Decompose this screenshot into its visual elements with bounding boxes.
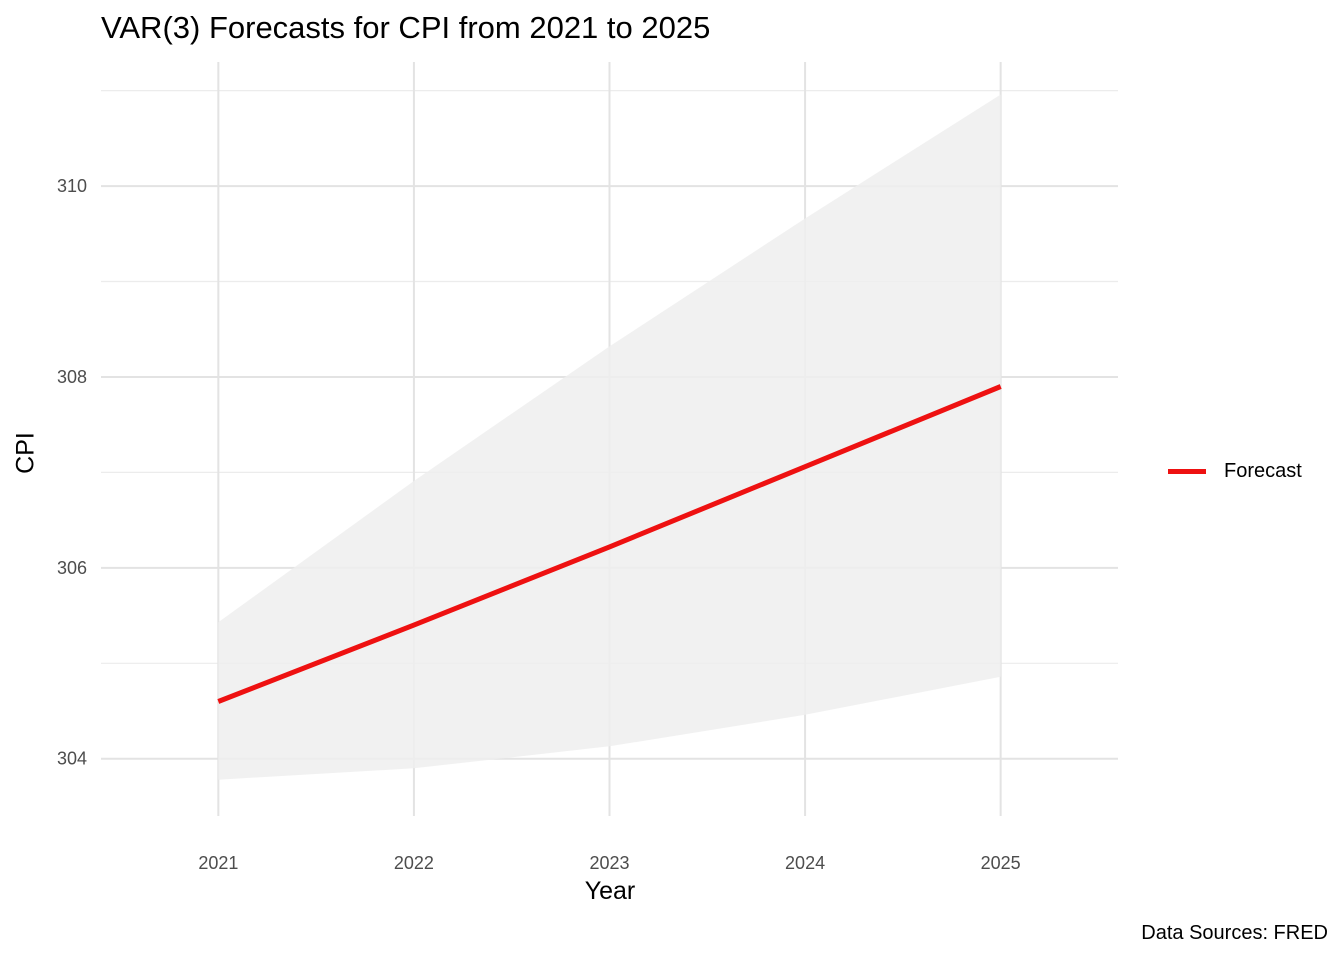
legend: Forecast <box>1168 460 1302 483</box>
data-source-caption: Data Sources: FRED <box>1141 922 1328 944</box>
confidence-band <box>218 94 1001 780</box>
x-tick-label: 2021 <box>198 853 238 873</box>
chart-title: VAR(3) Forecasts for CPI from 2021 to 20… <box>101 10 711 45</box>
legend-label-forecast: Forecast <box>1224 460 1302 482</box>
y-axis-label: CPI <box>11 432 40 474</box>
forecast-line-layer <box>217 384 1002 704</box>
confidence-band-layer <box>218 94 1001 780</box>
x-tick-label: 2024 <box>785 853 825 873</box>
y-tick-label: 304 <box>57 749 87 769</box>
y-tick-label: 306 <box>57 558 87 578</box>
y-tick-label: 310 <box>57 176 87 196</box>
forecast-line <box>217 384 1002 704</box>
y-tick-labels: 304 306 308 310 <box>57 176 87 769</box>
legend-key-forecast <box>1168 469 1206 474</box>
x-tick-label: 2025 <box>981 853 1021 873</box>
x-tick-labels: 2021 2022 2023 2024 2025 <box>198 853 1020 873</box>
x-tick-label: 2023 <box>589 853 629 873</box>
y-tick-label: 308 <box>57 367 87 387</box>
x-tick-label: 2022 <box>394 853 434 873</box>
x-axis-label: Year <box>584 877 636 905</box>
